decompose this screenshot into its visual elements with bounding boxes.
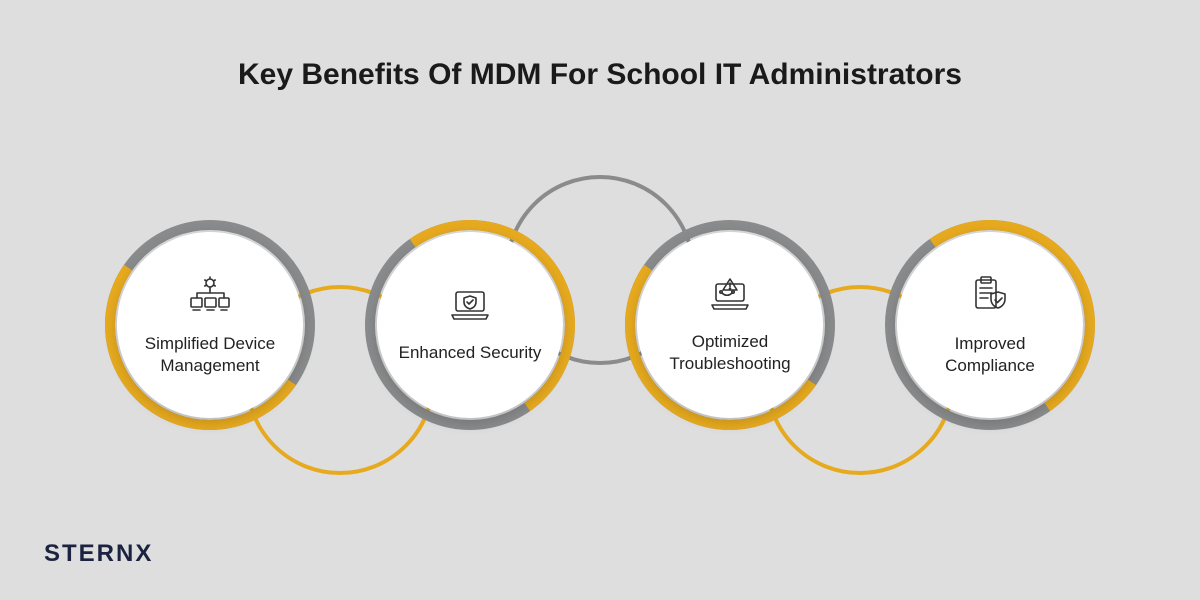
benefit-row: Simplified Device Management Enhanced Se… bbox=[0, 220, 1200, 460]
laptop-warning-icon bbox=[708, 276, 752, 317]
devices-gear-icon bbox=[188, 274, 232, 319]
clipboard-shield-icon bbox=[970, 274, 1010, 319]
benefit-disc: Enhanced Security bbox=[377, 232, 563, 418]
benefit-circle: Simplified Device Management bbox=[105, 220, 315, 430]
benefit-disc: Optimized Troubleshooting bbox=[637, 232, 823, 418]
benefit-circle: Enhanced Security bbox=[365, 220, 575, 430]
brand-logo: STERNX bbox=[44, 540, 153, 568]
benefit-label: Enhanced Security bbox=[381, 342, 560, 363]
benefit-circle: Improved Compliance bbox=[885, 220, 1095, 430]
benefit-label: Optimized Troubleshooting bbox=[637, 331, 823, 374]
laptop-shield-icon bbox=[448, 287, 492, 328]
benefit-disc: Improved Compliance bbox=[897, 232, 1083, 418]
benefit-disc: Simplified Device Management bbox=[117, 232, 303, 418]
page-title: Key Benefits Of MDM For School IT Admini… bbox=[0, 58, 1200, 92]
benefit-label: Simplified Device Management bbox=[117, 333, 303, 376]
benefit-circle: Optimized Troubleshooting bbox=[625, 220, 835, 430]
benefit-label: Improved Compliance bbox=[897, 333, 1083, 376]
